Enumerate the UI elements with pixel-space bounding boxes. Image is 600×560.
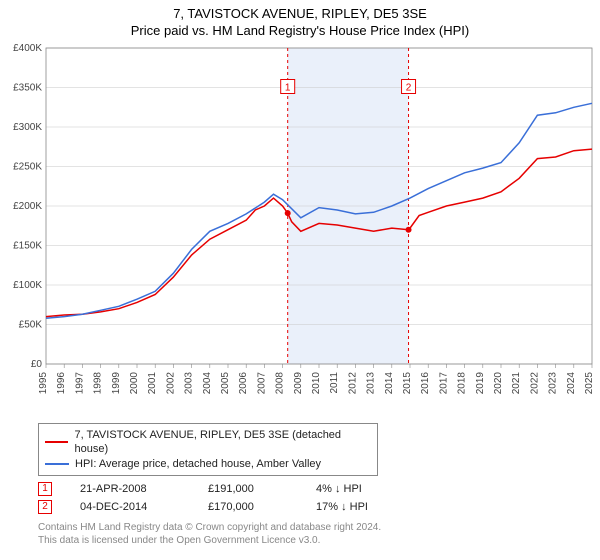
svg-text:2019: 2019 xyxy=(475,372,486,395)
svg-text:2020: 2020 xyxy=(493,372,504,395)
svg-text:2012: 2012 xyxy=(347,372,358,395)
event-hpi: 17% ↓ HPI xyxy=(316,501,368,513)
svg-text:2: 2 xyxy=(406,83,412,94)
svg-text:£0: £0 xyxy=(31,359,43,370)
event-price: £170,000 xyxy=(208,501,288,513)
svg-text:£150K: £150K xyxy=(13,241,42,252)
svg-text:2001: 2001 xyxy=(147,372,158,395)
chart-title-sub: Price paid vs. HM Land Registry's House … xyxy=(0,21,600,42)
svg-text:2005: 2005 xyxy=(220,372,231,395)
event-marker: 1 xyxy=(38,482,52,496)
legend-swatch xyxy=(45,441,68,443)
svg-text:£100K: £100K xyxy=(13,280,42,291)
svg-text:2010: 2010 xyxy=(311,372,322,395)
svg-text:1997: 1997 xyxy=(74,372,85,395)
svg-text:2023: 2023 xyxy=(548,372,559,395)
line-chart: £0 £50K £100K £150K £200K £250K £300K £350K £400… xyxy=(0,42,600,417)
svg-text:£200K: £200K xyxy=(13,201,42,212)
footer-line-1: Contains HM Land Registry data © Crown c… xyxy=(38,521,600,534)
event-date: 04-DEC-2014 xyxy=(80,501,180,513)
event-marker: 2 xyxy=(38,500,52,514)
legend-label: HPI: Average price, detached house, Ambe… xyxy=(75,457,321,471)
svg-text:2000: 2000 xyxy=(129,372,140,395)
svg-text:£250K: £250K xyxy=(13,162,42,173)
event-date: 21-APR-2008 xyxy=(80,483,180,495)
svg-text:2014: 2014 xyxy=(384,372,395,395)
svg-text:2009: 2009 xyxy=(293,372,304,395)
svg-text:2013: 2013 xyxy=(366,372,377,395)
chart-title-address: 7, TAVISTOCK AVENUE, RIPLEY, DE5 3SE xyxy=(0,0,600,21)
svg-text:1998: 1998 xyxy=(93,372,104,395)
svg-text:2011: 2011 xyxy=(329,372,340,394)
legend-label: 7, TAVISTOCK AVENUE, RIPLEY, DE5 3SE (de… xyxy=(74,428,371,457)
chart-container: 7, TAVISTOCK AVENUE, RIPLEY, DE5 3SE Pri… xyxy=(0,0,600,560)
event-row: 1 21-APR-2008 £191,000 4% ↓ HPI xyxy=(38,482,600,496)
chart-plot-area: £0 £50K £100K £150K £200K £250K £300K £350K £400… xyxy=(0,42,600,417)
legend-row: 7, TAVISTOCK AVENUE, RIPLEY, DE5 3SE (de… xyxy=(45,428,371,457)
events-table: 1 21-APR-2008 £191,000 4% ↓ HPI 2 04-DEC-2014… xyxy=(38,482,600,514)
legend: 7, TAVISTOCK AVENUE, RIPLEY, DE5 3SE (de… xyxy=(38,423,378,476)
svg-text:2007: 2007 xyxy=(256,372,267,395)
svg-text:2002: 2002 xyxy=(165,372,176,395)
footer-line-2: This data is licensed under the Open Gov… xyxy=(38,534,600,547)
svg-text:1996: 1996 xyxy=(56,372,67,395)
svg-text:2018: 2018 xyxy=(457,372,468,395)
svg-text:2006: 2006 xyxy=(238,372,249,395)
footer-attribution: Contains HM Land Registry data © Crown c… xyxy=(38,521,600,547)
svg-text:2003: 2003 xyxy=(184,372,195,395)
svg-text:1: 1 xyxy=(285,83,291,94)
svg-text:2024: 2024 xyxy=(566,372,577,395)
legend-swatch xyxy=(45,463,69,465)
svg-text:£50K: £50K xyxy=(19,320,43,331)
svg-text:£400K: £400K xyxy=(13,43,42,54)
svg-text:2016: 2016 xyxy=(420,372,431,395)
legend-row: HPI: Average price, detached house, Ambe… xyxy=(45,457,371,471)
event-row: 2 04-DEC-2014 £170,000 17% ↓ HPI xyxy=(38,500,600,514)
event-hpi: 4% ↓ HPI xyxy=(316,483,362,495)
svg-text:2025: 2025 xyxy=(584,372,595,395)
svg-text:2008: 2008 xyxy=(275,372,286,395)
svg-text:2015: 2015 xyxy=(402,372,413,395)
svg-text:1995: 1995 xyxy=(38,372,49,395)
svg-text:£300K: £300K xyxy=(13,122,42,133)
svg-text:£350K: £350K xyxy=(13,83,42,94)
svg-text:1999: 1999 xyxy=(111,372,122,395)
svg-text:2017: 2017 xyxy=(438,372,449,395)
event-price: £191,000 xyxy=(208,483,288,495)
svg-text:2022: 2022 xyxy=(529,372,540,395)
svg-text:2021: 2021 xyxy=(511,372,522,395)
svg-text:2004: 2004 xyxy=(202,372,213,395)
